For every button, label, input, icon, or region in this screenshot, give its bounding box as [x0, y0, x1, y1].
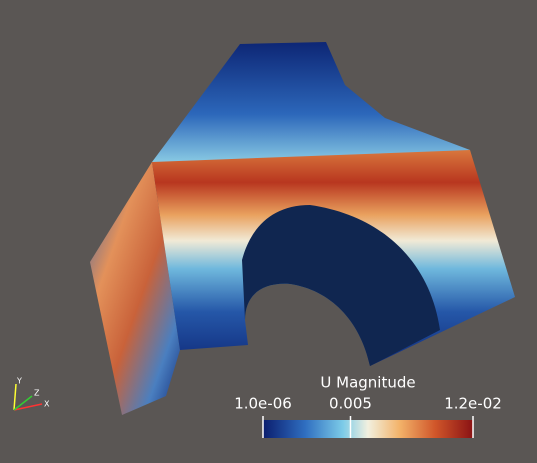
- z-axis-arrow: [13, 395, 33, 411]
- x-axis-label: X: [44, 400, 50, 409]
- tick-label: 1.0e-06: [234, 395, 292, 413]
- color-ramp: [263, 420, 473, 438]
- tick-label: 1.2e-02: [444, 395, 502, 413]
- inner-arch: [242, 205, 440, 366]
- y-axis-arrow: [13, 383, 17, 411]
- y-axis-label: Y: [16, 377, 22, 386]
- color-legend-title: U Magnitude: [320, 374, 415, 392]
- tick-label: 0.005: [329, 395, 372, 413]
- x-axis-arrow: [13, 403, 43, 411]
- mesh-model: [90, 42, 515, 415]
- color-legend: U Magnitude 1.0e-06 0.005 1.2e-02: [234, 374, 502, 438]
- z-axis-label: Z: [34, 389, 40, 398]
- left-face: [90, 162, 180, 415]
- axes-triad: Y Z X: [13, 377, 50, 411]
